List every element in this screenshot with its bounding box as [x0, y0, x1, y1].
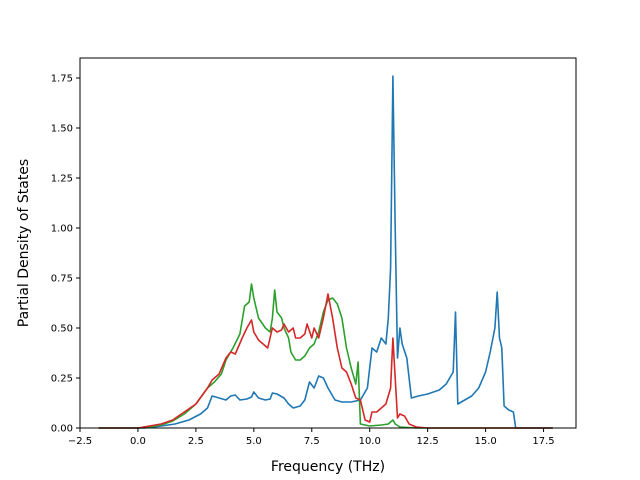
- y-tick-label: 0.75: [51, 274, 73, 285]
- y-tick-label: 0.00: [51, 424, 73, 435]
- x-tick-label: −2.5: [68, 436, 92, 447]
- x-tick-label: 2.5: [188, 436, 204, 447]
- y-tick-label: 1.50: [51, 124, 73, 135]
- x-tick-label: 15.0: [474, 436, 496, 447]
- plot-frame: [79, 57, 577, 429]
- x-axis-label: Frequency (THz): [271, 459, 385, 475]
- y-tick-label: 1.25: [51, 174, 73, 185]
- y-tick-label: 1.00: [51, 224, 73, 235]
- x-tick-label: 0.0: [130, 436, 146, 447]
- y-tick-label: 0.50: [51, 324, 73, 335]
- series-line-2: [98, 293, 553, 429]
- x-tick-label: 17.5: [532, 436, 554, 447]
- x-ticks: −2.5 0.0 2.5 5.0 7.5 10.0 12.5 15.0 17.5: [68, 428, 555, 447]
- series-line-1: [98, 283, 553, 429]
- y-tick-label: 1.75: [51, 74, 73, 85]
- x-tick-label: 10.0: [359, 436, 381, 447]
- series-layer: [98, 75, 553, 429]
- y-ticks: 0.00 0.25 0.50 0.75 1.00 1.25 1.50 1.75: [51, 74, 80, 435]
- x-tick-label: 5.0: [246, 436, 262, 447]
- series-line-0: [98, 75, 553, 429]
- x-tick-label: 12.5: [417, 436, 439, 447]
- x-tick-label: 7.5: [304, 436, 320, 447]
- y-tick-label: 0.25: [51, 374, 73, 385]
- y-axis-label: Partial Density of States: [16, 159, 32, 327]
